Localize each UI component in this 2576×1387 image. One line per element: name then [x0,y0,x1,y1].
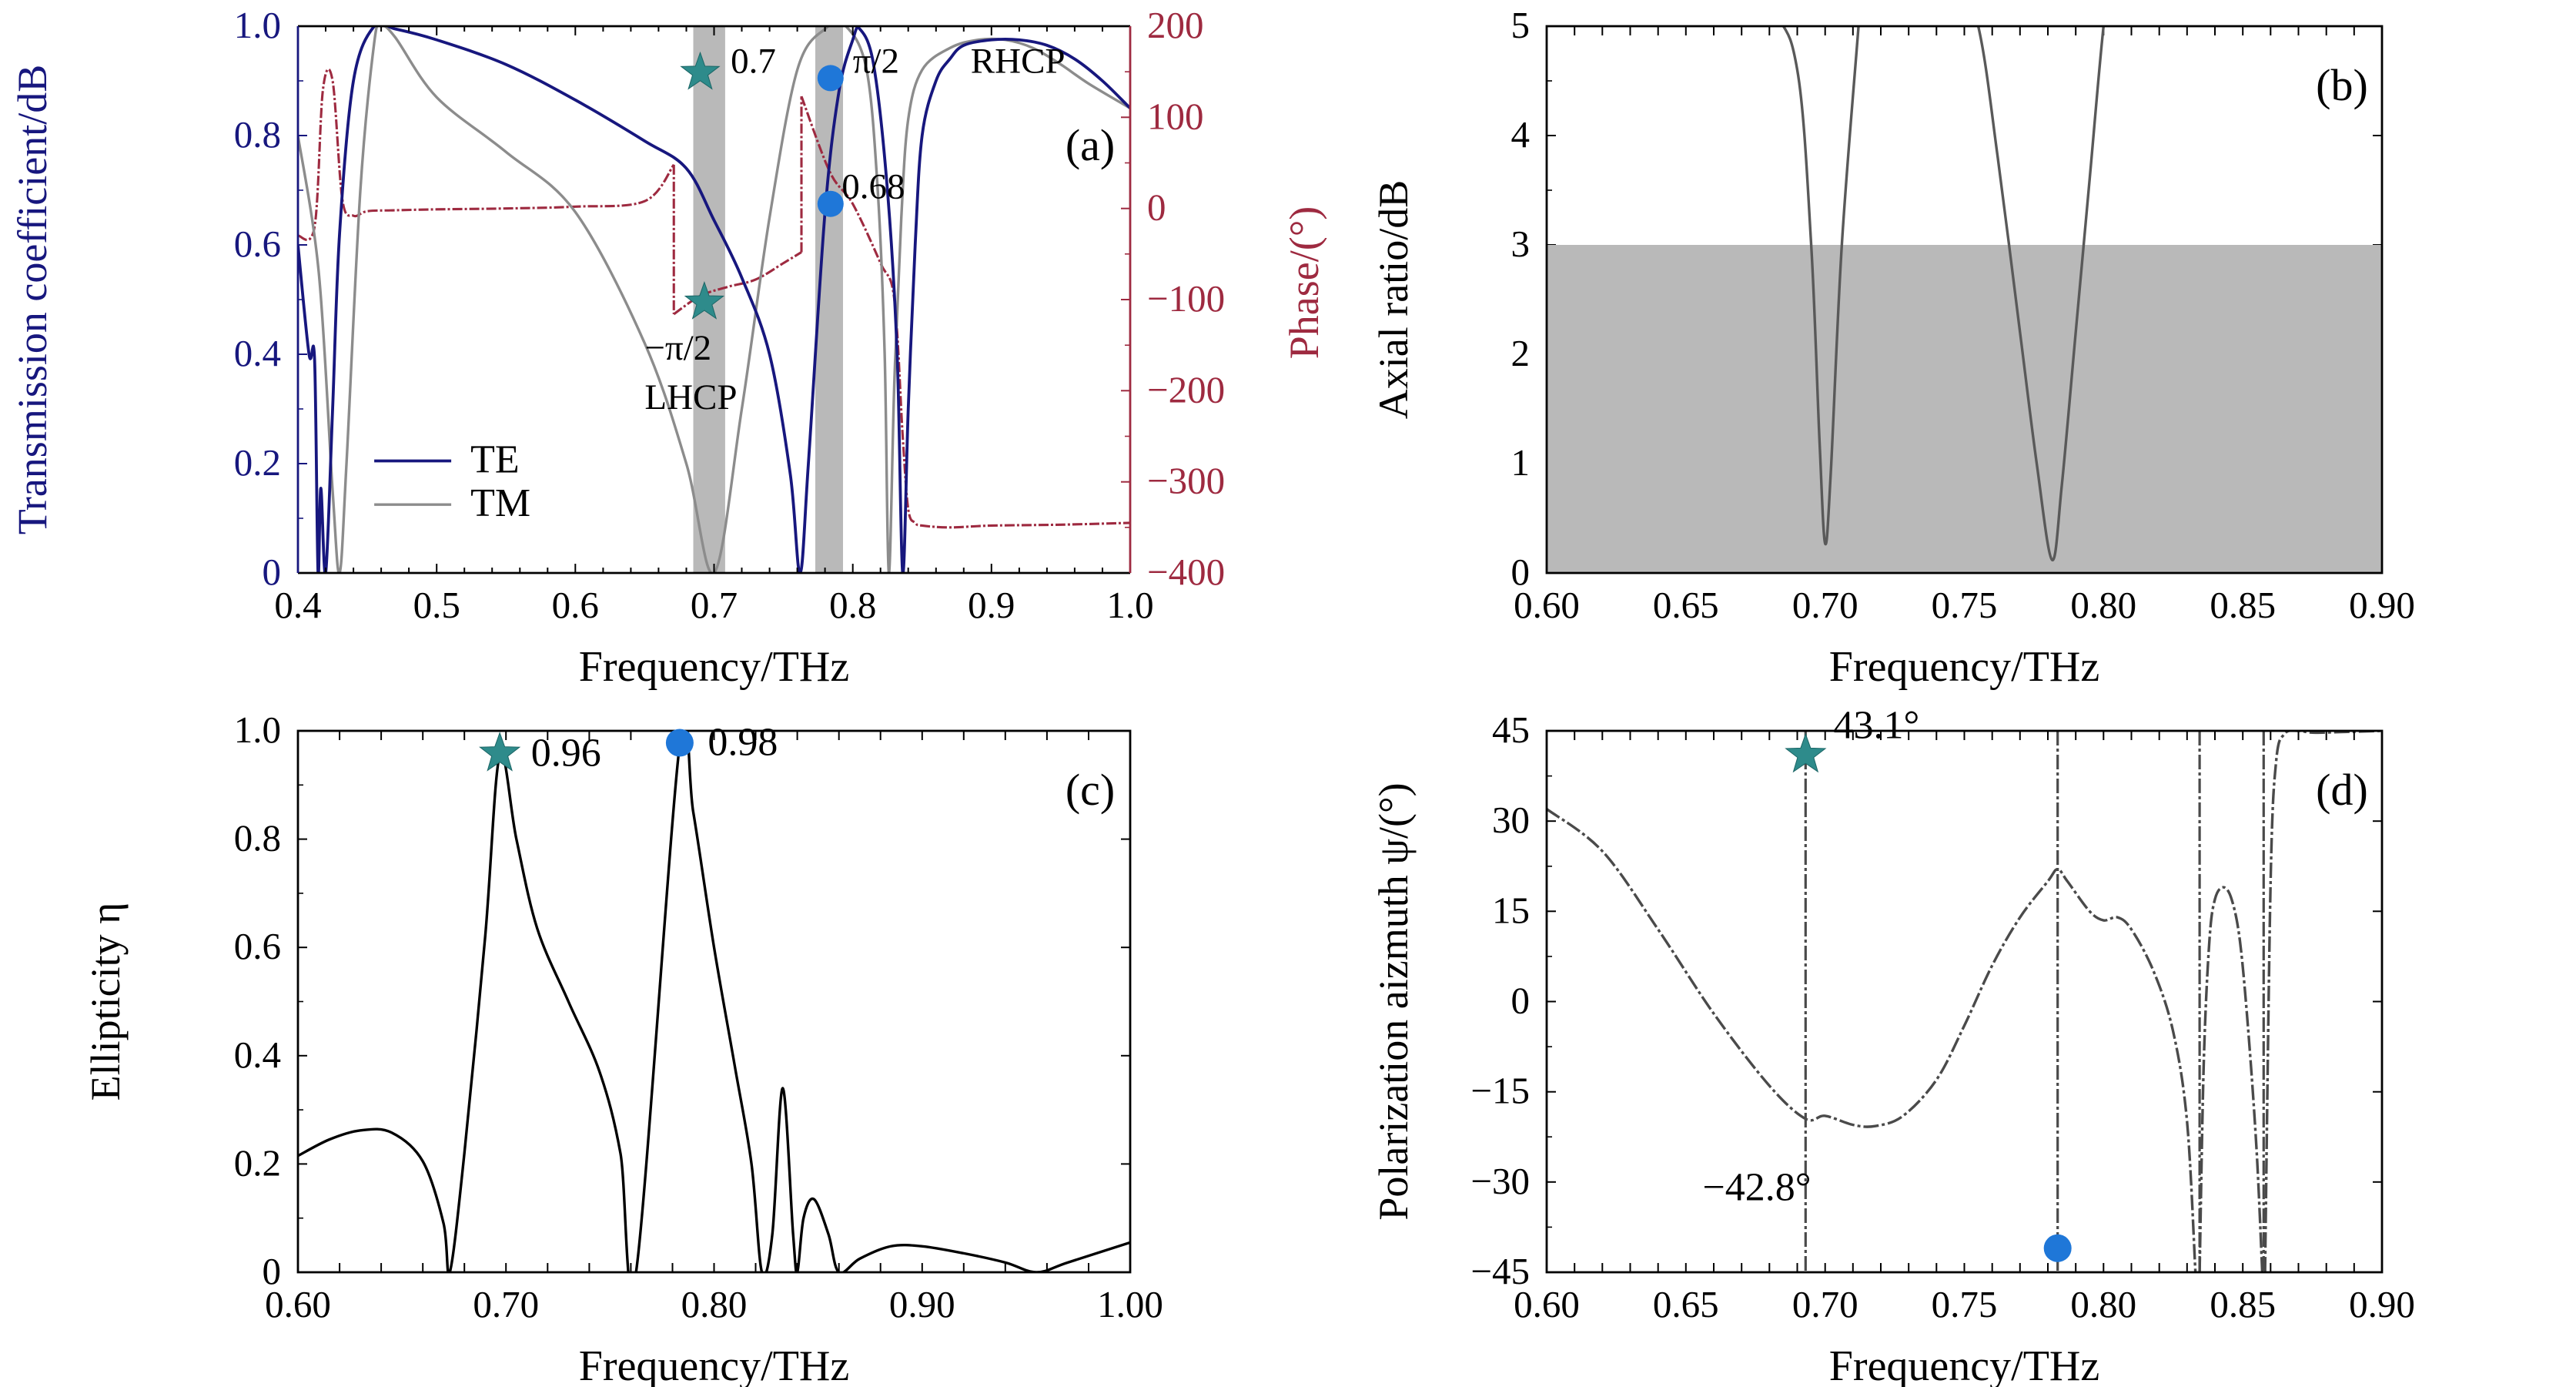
svg-text:15: 15 [1492,889,1530,931]
svg-text:TE: TE [470,438,520,482]
svg-text:−15: −15 [1470,1070,1530,1112]
svg-text:Polarization aizmuth ψ/(°): Polarization aizmuth ψ/(°) [1370,782,1417,1220]
svg-text:0.75: 0.75 [1932,584,1998,626]
svg-text:(a): (a) [1066,120,1115,170]
svg-text:0.65: 0.65 [1653,584,1719,626]
svg-text:1.0: 1.0 [234,709,281,751]
svg-text:Frequency/THz: Frequency/THz [1829,643,2099,691]
svg-text:0: 0 [1511,980,1531,1022]
svg-text:0.7: 0.7 [731,41,776,81]
svg-text:0.8: 0.8 [234,817,281,859]
svg-text:0.6: 0.6 [234,223,281,265]
svg-text:1: 1 [1511,441,1531,484]
svg-text:0.70: 0.70 [1792,1283,1858,1325]
svg-text:3: 3 [1511,223,1531,265]
svg-text:0.80: 0.80 [2070,1283,2136,1325]
svg-text:0.90: 0.90 [889,1283,955,1325]
svg-text:1.0: 1.0 [234,4,281,46]
svg-text:0.4: 0.4 [234,332,281,374]
svg-text:0.90: 0.90 [2349,584,2415,626]
svg-text:0.70: 0.70 [1792,584,1858,626]
svg-text:−π/2: −π/2 [644,328,711,368]
svg-text:0: 0 [1511,551,1531,593]
svg-text:−300: −300 [1147,460,1225,502]
svg-text:0: 0 [1147,186,1166,229]
svg-text:0.96: 0.96 [531,732,601,776]
svg-text:0.85: 0.85 [2210,584,2276,626]
svg-text:200: 200 [1147,4,1204,46]
svg-text:0.6: 0.6 [234,925,281,967]
svg-text:0.7: 0.7 [691,584,738,626]
svg-text:0.80: 0.80 [2070,584,2136,626]
svg-text:1.00: 1.00 [1097,1283,1163,1325]
svg-text:π/2: π/2 [853,41,899,81]
svg-text:4: 4 [1511,113,1531,156]
svg-text:0.2: 0.2 [234,1141,281,1184]
svg-text:0.8: 0.8 [234,113,281,156]
svg-text:0.65: 0.65 [1653,1283,1719,1325]
svg-text:−100: −100 [1147,277,1225,320]
svg-text:0.70: 0.70 [473,1283,539,1325]
svg-text:2: 2 [1511,332,1531,374]
svg-text:−30: −30 [1470,1160,1530,1202]
svg-text:(c): (c) [1066,765,1115,815]
svg-text:LHCP: LHCP [644,377,737,417]
svg-text:Frequency/THz: Frequency/THz [1829,1342,2099,1387]
svg-text:0.4: 0.4 [274,584,321,626]
svg-text:0.98: 0.98 [708,721,778,765]
svg-text:0.4: 0.4 [234,1034,281,1076]
svg-text:Frequency/THz: Frequency/THz [579,1342,849,1387]
svg-text:TM: TM [470,481,530,525]
svg-text:0: 0 [263,1250,282,1292]
svg-text:30: 30 [1492,799,1530,841]
svg-text:−42.8°: −42.8° [1702,1165,1811,1209]
svg-text:−400: −400 [1147,551,1225,593]
svg-text:Ellipticity η: Ellipticity η [82,903,129,1101]
svg-text:Axial ratio/dB: Axial ratio/dB [1370,180,1417,419]
svg-text:5: 5 [1511,4,1531,46]
svg-text:0: 0 [263,551,282,593]
svg-text:−200: −200 [1147,368,1225,410]
svg-text:−45: −45 [1470,1250,1530,1292]
svg-text:Frequency/THz: Frequency/THz [579,643,849,691]
svg-text:0.80: 0.80 [681,1283,748,1325]
svg-text:0.85: 0.85 [2210,1283,2276,1325]
svg-text:Phase/(°): Phase/(°) [1281,206,1327,360]
svg-text:0.9: 0.9 [968,584,1015,626]
svg-text:0.6: 0.6 [552,584,599,626]
svg-text:0.5: 0.5 [413,584,460,626]
svg-text:Transmission coefficient/dB: Transmission coefficient/dB [9,65,55,534]
svg-text:0.75: 0.75 [1932,1283,1998,1325]
svg-text:0.8: 0.8 [829,584,876,626]
svg-text:0.68: 0.68 [841,167,905,207]
svg-text:0.2: 0.2 [234,441,281,484]
svg-text:(b): (b) [2316,60,2368,110]
svg-text:43.1°: 43.1° [1834,703,1920,747]
svg-text:45: 45 [1492,709,1530,751]
svg-text:100: 100 [1147,95,1204,137]
svg-text:RHCP: RHCP [971,41,1066,81]
svg-text:(d): (d) [2316,765,2368,815]
svg-text:0.90: 0.90 [2349,1283,2415,1325]
